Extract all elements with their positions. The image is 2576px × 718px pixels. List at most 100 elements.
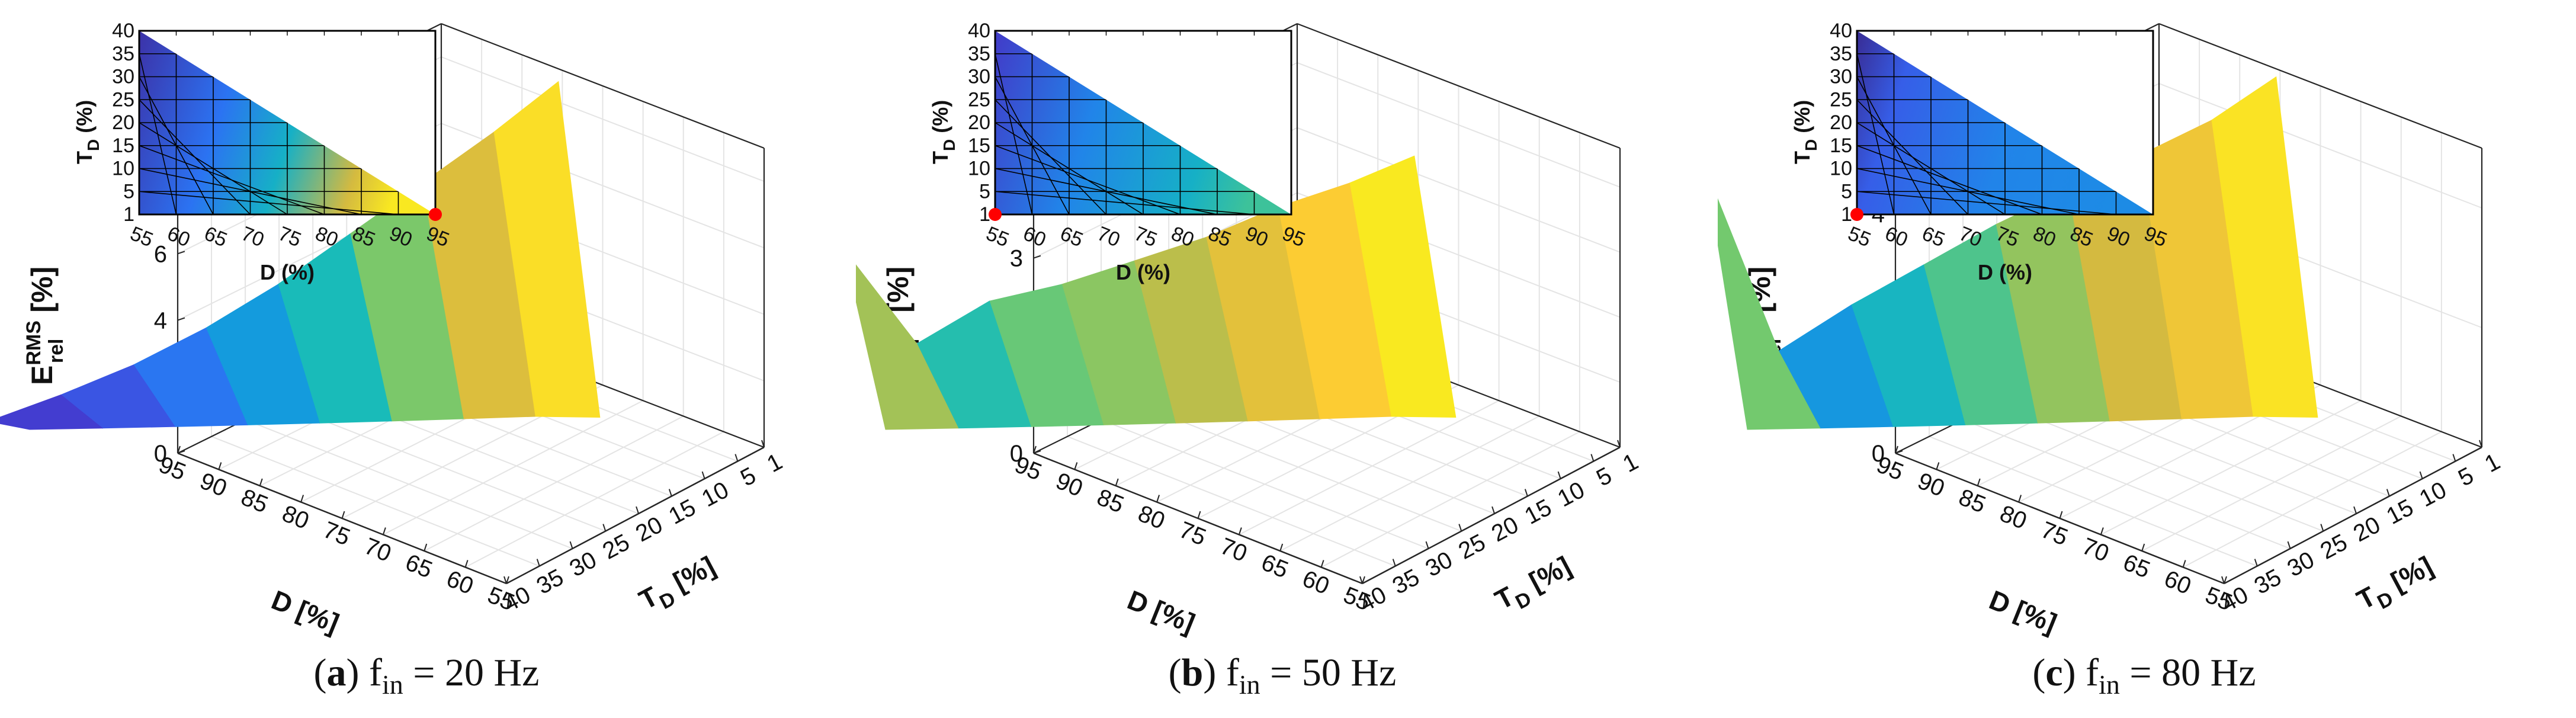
d-tick: [218, 462, 222, 470]
td-tick-label: 25: [598, 529, 634, 565]
d-tick-label: 75: [1175, 517, 1210, 550]
d-tick-label: 85: [1955, 484, 1990, 518]
td-tick: [1590, 454, 1595, 461]
floor-gridline: [1134, 402, 1462, 532]
inset-d-label: D (%): [1116, 260, 1170, 284]
z-tick-label: 0: [1872, 441, 1885, 467]
d-tick: [259, 478, 263, 486]
inset-td-label-main: T: [1790, 151, 1814, 164]
box-edge: [1297, 23, 1621, 149]
caption-letter: b: [1181, 651, 1204, 694]
td-tick-label: 35: [1388, 564, 1424, 600]
inset-td-label-sub: D: [1802, 139, 1820, 151]
d-tick-label: 75: [319, 517, 354, 550]
caption-b: (b) fin = 50 Hz: [1168, 651, 1397, 700]
inset-d-label: D (%): [1978, 260, 2032, 284]
inset-td-tick-label: 35: [112, 43, 134, 65]
inset-td-tick-label: 25: [1830, 88, 1852, 111]
inset-td-label-unit: (%): [928, 100, 952, 139]
td-tick: [503, 576, 507, 584]
z-tick-label: 6: [154, 241, 167, 267]
d-tick-label: 90: [1914, 468, 1948, 502]
z-tick-label: 0: [1010, 441, 1023, 467]
d-tick: [2141, 543, 2145, 552]
inset-d-label: D (%): [260, 260, 315, 284]
d-tick: [1156, 495, 1160, 502]
d-tick: [300, 495, 304, 502]
d-tick-label: 65: [2119, 549, 2154, 583]
td-axis-label: TD [%]: [2352, 550, 2441, 622]
td-tick-label: 1: [1619, 448, 1643, 477]
d-tick-label: 80: [1134, 501, 1169, 534]
inset-td-tick-label: 30: [968, 66, 990, 88]
floor-gridline: [211, 435, 540, 567]
inset-td-label-sub: D: [940, 139, 958, 151]
inset-td-tick-label: 5: [979, 180, 990, 203]
surface-chart-c: 0249590858075706560554035302520151051D […: [1718, 20, 2504, 639]
inset-mask: [139, 31, 435, 214]
caption-quantity: f: [369, 651, 382, 694]
floor-gridline: [465, 431, 724, 568]
td-tick: [2386, 489, 2390, 496]
d-axis-label: D [%]: [267, 584, 343, 639]
d-tick: [1320, 560, 1324, 568]
floor-gridline: [2141, 415, 2402, 552]
td-tick-label: 30: [1421, 547, 1457, 582]
inset-td-tick-label: 35: [1830, 43, 1852, 65]
d-tick: [1895, 445, 1898, 454]
caption-letter: a: [326, 651, 347, 694]
d-tick: [1238, 527, 1242, 535]
td-tick: [2287, 541, 2291, 549]
td-tick: [1359, 576, 1363, 584]
d-tick: [2224, 576, 2227, 584]
z-tick-label: 0: [154, 441, 167, 467]
inset-diagonal: [1856, 145, 2042, 215]
td-tick: [761, 440, 765, 448]
td-tick-label: 20: [1487, 512, 1523, 547]
td-tick-label: 15: [665, 494, 700, 530]
z-axis-label-main: E: [25, 366, 59, 385]
floor-gridline: [1321, 431, 1580, 568]
inset-diagonal: [139, 145, 325, 215]
caption-value: = 50 Hz: [1270, 651, 1397, 694]
inset-d-tick-label: 55: [983, 222, 1012, 251]
d-tick: [1197, 511, 1201, 519]
caption-subscript: in: [1239, 669, 1260, 700]
inset-td-tick-label: 40: [968, 20, 990, 42]
d-tick: [2059, 511, 2063, 519]
z-tick: [177, 450, 185, 454]
panel-c: 0249590858075706560554035302520151051D […: [1718, 0, 2571, 718]
td-tick: [2353, 506, 2357, 514]
inset-mask: [995, 31, 1291, 214]
inset-td-tick-label: 10: [112, 158, 134, 180]
inset-td-tick-label: 15: [112, 134, 134, 157]
inset-marker: [989, 208, 1002, 221]
td-tick: [734, 454, 739, 461]
inset-td-tick-label: 5: [1841, 180, 1852, 203]
caption-subscript: in: [2099, 669, 2120, 700]
inset-td-label: TD (%): [72, 100, 102, 164]
inset-td-label-sub: D: [84, 139, 102, 151]
floor-gridline: [1929, 435, 2258, 567]
z-tick: [1033, 255, 1041, 259]
td-tick-label: 10: [2415, 477, 2451, 512]
box-edge: [2158, 23, 2482, 149]
d-tick: [424, 543, 428, 552]
td-tick-label: 20: [2349, 512, 2385, 547]
d-tick: [1936, 462, 1940, 470]
td-tick: [1524, 489, 1528, 496]
panel-b: 012349590858075706560554035302520151051D…: [856, 0, 1709, 718]
caption-a: (a) fin = 20 Hz: [313, 651, 540, 700]
td-tick-label: 10: [1554, 477, 1589, 512]
td-tick-label: 25: [1454, 529, 1490, 565]
td-axis-line: [1362, 446, 1621, 585]
td-axis-label: TD [%]: [1490, 550, 1579, 622]
d-tick: [2100, 527, 2104, 535]
floor-gridline: [1996, 402, 2324, 532]
z-tick: [177, 251, 185, 255]
inset-td-label-main: T: [928, 151, 952, 164]
d-tick: [177, 445, 181, 454]
inset-marker: [429, 208, 442, 221]
inset-td-label: TD (%): [1790, 100, 1820, 164]
